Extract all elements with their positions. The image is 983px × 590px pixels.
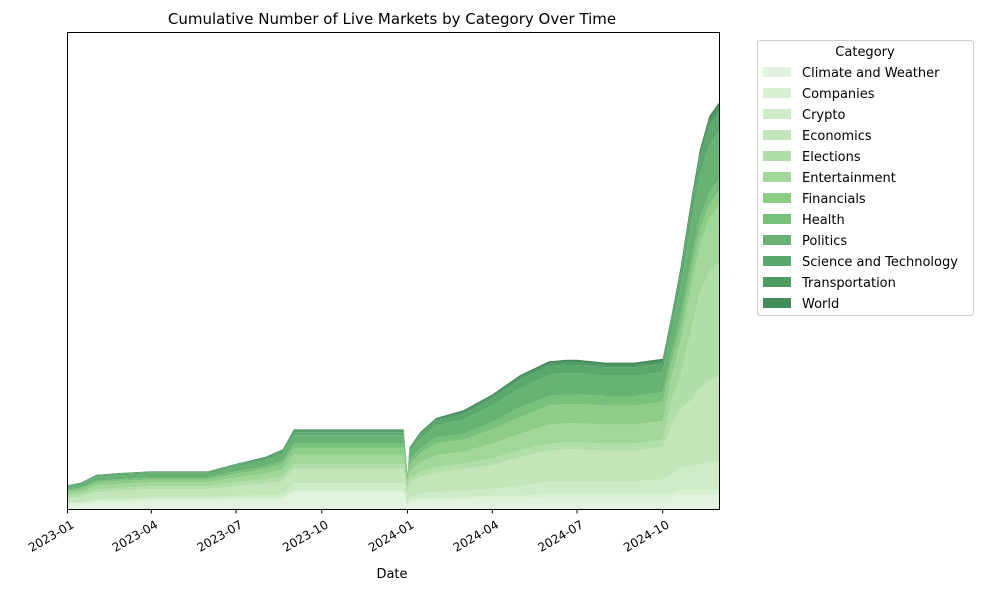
area-series-financials — [67, 189, 720, 493]
plot-frame — [67, 32, 720, 510]
legend-label: Companies — [802, 87, 875, 102]
x-axis-ticks: 2023-01 2023-04 2023-07 2023-10 2024-01 2024-… — [26, 509, 672, 555]
x-tick-label: 2024-10 — [621, 518, 671, 555]
legend-swatch — [763, 109, 791, 119]
x-tick-label: 2024-04 — [451, 518, 501, 555]
legend-label: Health — [802, 213, 845, 228]
legend-swatch — [763, 67, 791, 77]
legend-label: Transportation — [801, 276, 896, 291]
area-series-companies — [67, 490, 720, 508]
legend-swatch — [763, 256, 791, 266]
x-tick-label: 2023-01 — [26, 518, 76, 555]
legend-label: World — [802, 297, 839, 312]
legend-label: Elections — [802, 150, 861, 165]
legend-swatch — [763, 298, 791, 308]
legend-label: Crypto — [802, 108, 845, 123]
x-tick-label: 2023-04 — [110, 518, 160, 555]
x-tick-label: 2023-10 — [280, 518, 330, 555]
legend-label: Science and Technology — [802, 255, 958, 270]
x-tick-label: 2024-07 — [535, 518, 585, 555]
legend-swatch — [763, 193, 791, 203]
legend: Category Climate and Weather Companies Cry… — [757, 40, 974, 316]
legend-label: Financials — [802, 192, 866, 207]
area-series-economics — [67, 375, 720, 506]
x-tick-label: 2023-07 — [195, 518, 245, 555]
legend-label: Politics — [802, 234, 847, 249]
legend-label: Climate and Weather — [802, 66, 940, 81]
legend-swatch — [763, 214, 791, 224]
legend-box — [757, 40, 974, 316]
x-tick-label: 2024-01 — [366, 518, 416, 555]
area-series-crypto — [67, 461, 720, 507]
legend-label: Entertainment — [802, 171, 896, 186]
legend-swatch — [763, 277, 791, 287]
legend-label: Economics — [802, 129, 872, 144]
legend-items: Climate and Weather Companies Crypto Econom… — [763, 66, 958, 312]
legend-swatch — [763, 235, 791, 245]
legend-swatch — [763, 151, 791, 161]
legend-swatch — [763, 172, 791, 182]
stacked-area-layers — [67, 101, 720, 510]
legend-swatch — [763, 130, 791, 140]
legend-swatch — [763, 88, 791, 98]
chart-title: Cumulative Number of Live Markets by Cat… — [168, 10, 616, 28]
x-axis-label: Date — [376, 567, 407, 582]
legend-title: Category — [835, 45, 895, 60]
area-series-climate-and-weather — [67, 492, 720, 510]
